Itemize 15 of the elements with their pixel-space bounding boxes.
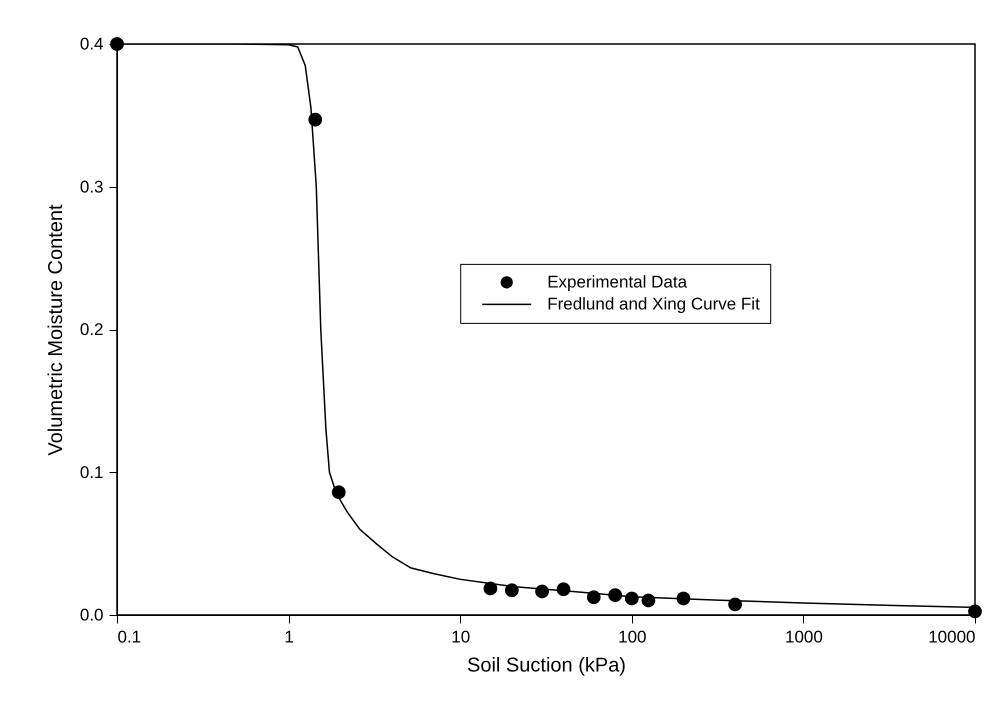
x-tick-label: 1 (284, 628, 294, 646)
y-tick-label: 0.2 (80, 320, 104, 339)
y-tick-label: 0.1 (80, 462, 104, 482)
x-tick-label: 100 (618, 628, 646, 646)
y-axis-title: Volumetric Moisture Content (44, 204, 67, 456)
x-tick-label: 10 (451, 628, 470, 646)
x-axis-title: Soil Suction (kPa) (467, 654, 626, 676)
y-tick-label: 0.4 (80, 34, 104, 54)
legend-label: Fredlund and Xing Curve Fit (547, 294, 760, 314)
y-tick-label: 0.0 (80, 606, 104, 624)
x-tick-label: 10000 (928, 628, 976, 646)
x-tick-label: 1000 (784, 628, 823, 646)
x-tick-label: 0.1 (118, 628, 142, 646)
y-tick-label: 0.3 (80, 177, 104, 196)
legend-label: Experimental Data (547, 272, 688, 292)
